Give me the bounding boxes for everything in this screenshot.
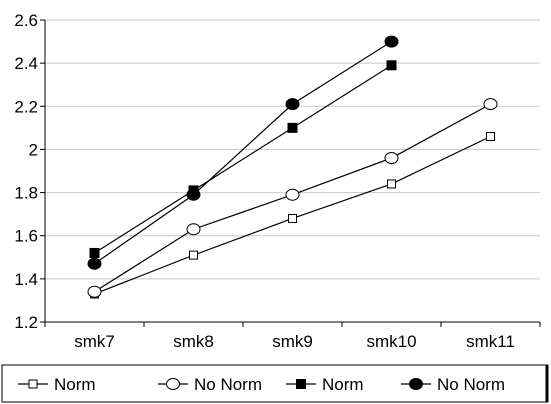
series-4 [87, 35, 399, 270]
x-tick-label: smk10 [366, 332, 416, 351]
data-point [285, 98, 300, 111]
y-tick-label: 1.4 [14, 270, 38, 289]
data-point [89, 247, 100, 258]
data-point [486, 131, 495, 141]
series-3 [89, 60, 397, 258]
data-point [186, 188, 201, 201]
data-point [483, 98, 498, 111]
data-point [87, 285, 102, 298]
legend-label: No Norm [437, 375, 505, 394]
data-point [189, 250, 198, 260]
legend: Norm No Norm Norm No Norm [1, 364, 549, 403]
legend-entry: No Norm [158, 375, 262, 394]
y-tick-label: 1.6 [14, 227, 38, 246]
data-point [288, 213, 297, 223]
data-point [384, 35, 399, 48]
legend-label: Norm [322, 375, 364, 394]
data-point [287, 122, 298, 133]
x-tick-label: smk8 [173, 332, 214, 351]
y-tick-label: 1.2 [14, 313, 38, 332]
series-1 [90, 131, 495, 299]
x-tick-label: smk9 [272, 332, 313, 351]
data-point [386, 60, 397, 71]
y-tick-label: 1.8 [14, 184, 38, 203]
legend-entry: No Norm [401, 375, 505, 394]
legend-marker [166, 378, 180, 390]
y-tick-label: 2 [29, 140, 38, 159]
legend-label: Norm [54, 375, 96, 394]
data-point [384, 152, 399, 165]
y-tick-label: 2.6 [14, 11, 38, 30]
series-line [94, 64, 392, 254]
legend-entry: Norm [18, 375, 96, 394]
legend-marker [296, 379, 306, 389]
y-tick-label: 2.4 [14, 54, 38, 73]
series-line [94, 41, 392, 265]
x-tick-label: smk11 [466, 332, 515, 351]
data-point [387, 179, 396, 189]
x-tick-label: smk7 [74, 332, 115, 351]
legend-marker [409, 378, 423, 390]
data-point [186, 223, 201, 236]
axes: 1.2 1.4 1.6 1.8 2 2.2 2.4 2.6 smk7 smk8 smk9 smk10 s… [14, 11, 541, 351]
legend-label: No Norm [194, 375, 262, 394]
gridlines [45, 19, 540, 280]
legend-marker [28, 379, 38, 389]
y-tick-label: 2.2 [14, 97, 38, 116]
series-2 [87, 98, 498, 298]
legend-entry: Norm [286, 375, 364, 394]
data-point [285, 188, 300, 201]
data-point [87, 257, 102, 270]
series-lines [87, 35, 498, 299]
